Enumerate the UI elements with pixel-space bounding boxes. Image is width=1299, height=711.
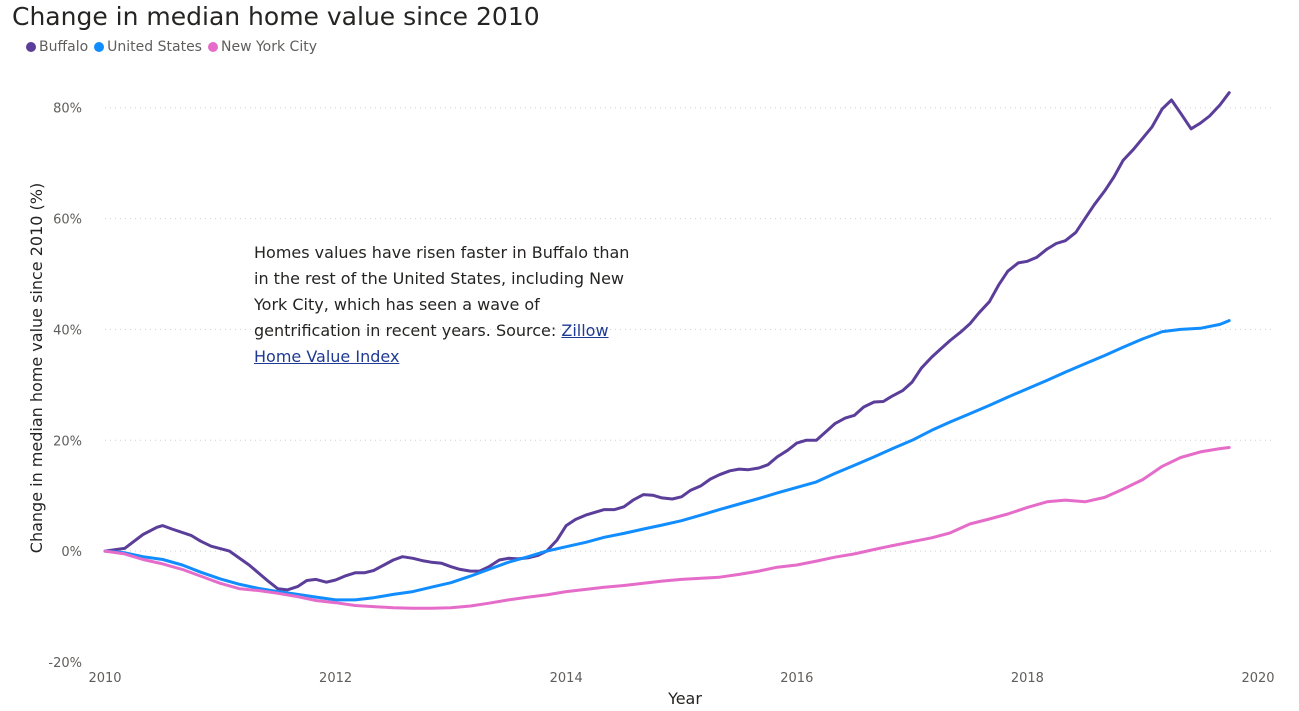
y-tick-label: 40% [53,323,82,338]
legend-marker [207,42,218,52]
legend-item[interactable]: New York City [207,39,317,55]
y-axis-title: Change in median home value since 2010 (… [27,183,46,553]
x-tick-label: 2016 [780,671,813,686]
legend-item[interactable]: Buffalo [26,39,88,55]
legend-item[interactable]: United States [94,39,202,55]
x-tick-label: 2020 [1241,671,1274,686]
x-tick-label: 2012 [319,671,352,686]
x-axis-ticks: 2010 2012 2014 2016 2018 2020 [88,671,1274,686]
y-tick-label: -20% [48,656,82,671]
y-axis-ticks: -20% 0% 20% 40% 60% 80% [48,102,82,671]
chart-title: Change in median home value since 2010 [12,2,540,31]
annotation-text: Homes values have risen faster in Buffal… [254,243,630,340]
legend-label: Buffalo [39,39,89,55]
series-line-buffalo[interactable] [103,91,1231,592]
legend-label: United States [107,39,202,55]
chart-annotation: Homes values have risen faster in Buffal… [254,240,644,370]
x-tick-label: 2010 [88,671,121,686]
legend: Buffalo United States New York City [26,39,323,55]
y-tick-label: 20% [53,434,82,449]
x-tick-label: 2018 [1011,671,1044,686]
x-tick-label: 2014 [550,671,583,686]
x-axis-title: Year [667,689,702,708]
series-line-new-york-city[interactable] [103,446,1231,610]
legend-marker [94,42,105,52]
y-tick-label: 0% [61,545,82,560]
series-lines [103,91,1231,610]
series-line-united-states[interactable] [103,319,1231,602]
source-link[interactable]: Zillow Home Value Index [254,321,609,366]
legend-label: New York City [220,39,317,55]
y-tick-label: 60% [53,213,82,228]
y-tick-label: 80% [53,102,82,117]
legend-marker [26,42,36,52]
